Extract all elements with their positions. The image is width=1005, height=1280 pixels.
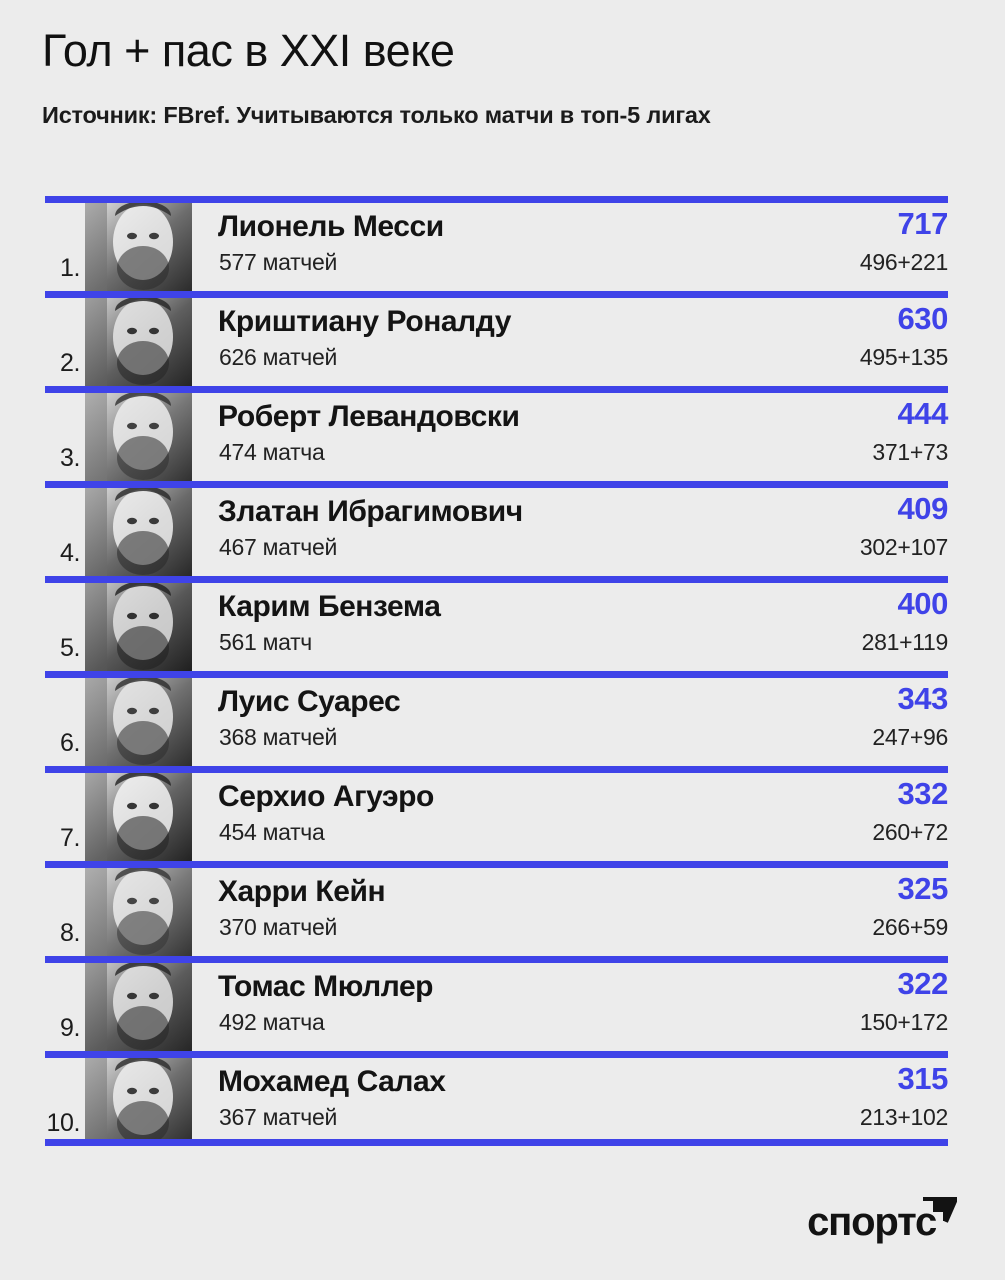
player-info: Златан Ибрагимович 467 матчей 409 302+107 xyxy=(218,481,948,576)
player-info: Луис Суарес 368 матчей 343 247+96 xyxy=(218,671,948,766)
rank-number: 8. xyxy=(59,919,80,947)
rank-number: 2. xyxy=(59,349,80,377)
player-breakdown: 260+72 xyxy=(872,819,948,845)
row-divider xyxy=(45,386,948,393)
brand-logo: спортс xyxy=(807,1196,960,1244)
page-title: Гол + пас в XXI веке xyxy=(42,25,455,76)
player-info: Лионель Месси 577 матчей 717 496+221 xyxy=(218,196,948,291)
rank-number: 6. xyxy=(59,729,80,757)
table-row[interactable]: 4. Златан Ибрагимович 467 матчей 409 302+107 xyxy=(0,481,1005,576)
player-breakdown: 496+221 xyxy=(859,249,948,275)
rank-number: 10. xyxy=(46,1109,80,1137)
player-total: 630 xyxy=(897,301,948,336)
player-breakdown: 371+73 xyxy=(872,439,948,465)
player-matches: 577 матчей xyxy=(219,249,338,275)
player-breakdown: 150+172 xyxy=(859,1009,948,1035)
player-name: Лионель Месси xyxy=(218,210,444,243)
player-name: Луис Суарес xyxy=(218,685,401,718)
header: Гол + пас в XXI веке Источник: FBref. Уч… xyxy=(42,25,962,129)
table-row[interactable]: 9. Томас Мюллер 492 матча 322 150+172 xyxy=(0,956,1005,1051)
rank-number: 1. xyxy=(59,254,80,282)
player-breakdown: 247+96 xyxy=(872,724,948,750)
player-photo xyxy=(85,291,192,386)
player-name: Златан Ибрагимович xyxy=(218,495,523,528)
player-matches: 454 матча xyxy=(219,819,325,845)
rank-number: 3. xyxy=(59,444,80,472)
player-total: 400 xyxy=(897,586,948,621)
player-photo xyxy=(85,576,192,671)
table-row[interactable]: 1. Лионель Месси 577 матчей 717 496+221 xyxy=(0,196,1005,291)
player-matches: 492 матча xyxy=(219,1009,325,1035)
player-photo xyxy=(85,1051,192,1146)
player-total: 444 xyxy=(897,396,948,431)
player-name: Криштиану Роналду xyxy=(218,305,511,338)
player-matches: 561 матч xyxy=(219,629,312,655)
player-matches: 368 матчей xyxy=(219,724,338,750)
player-info: Карим Бензема 561 матч 400 281+119 xyxy=(218,576,948,671)
rank-number: 7. xyxy=(59,824,80,852)
ranking-list: 1. Лионель Месси 577 матчей 717 496+221 2. Кри… xyxy=(0,196,1005,1146)
player-breakdown: 213+102 xyxy=(859,1104,948,1130)
player-photo xyxy=(85,861,192,956)
table-row[interactable]: 2. Криштиану Роналду 626 матчей 630 495+135 xyxy=(0,291,1005,386)
player-photo xyxy=(85,481,192,576)
player-name: Роберт Левандовски xyxy=(218,400,520,433)
player-matches: 467 матчей xyxy=(219,534,338,560)
player-total: 717 xyxy=(897,206,948,241)
row-divider xyxy=(45,861,948,868)
player-breakdown: 281+119 xyxy=(861,629,949,655)
player-breakdown: 266+59 xyxy=(872,914,948,940)
player-photo xyxy=(85,671,192,766)
table-row[interactable]: 3. Роберт Левандовски 474 матча 444 371+73 xyxy=(0,386,1005,481)
row-divider xyxy=(45,671,948,678)
row-divider xyxy=(45,766,948,773)
row-divider xyxy=(45,196,948,203)
player-total: 325 xyxy=(897,871,948,906)
table-row[interactable]: 8. Харри Кейн 370 матчей 325 266+59 xyxy=(0,861,1005,956)
player-breakdown: 302+107 xyxy=(859,534,948,560)
player-name: Карим Бензема xyxy=(218,590,441,623)
player-info: Харри Кейн 370 матчей 325 266+59 xyxy=(218,861,948,956)
player-photo xyxy=(85,766,192,861)
row-divider xyxy=(45,576,948,583)
table-row[interactable]: 6. Луис Суарес 368 матчей 343 247+96 xyxy=(0,671,1005,766)
table-row[interactable]: 10. Мохамед Салах 367 матчей 315 213+102 xyxy=(0,1051,1005,1146)
player-info: Томас Мюллер 492 матча 322 150+172 xyxy=(218,956,948,1051)
page-subtitle: Источник: FBref. Учитываются только матч… xyxy=(42,102,711,129)
player-name: Мохамед Салах xyxy=(218,1065,446,1098)
rank-number: 9. xyxy=(59,1014,80,1042)
row-divider xyxy=(45,1051,948,1058)
player-info: Роберт Левандовски 474 матча 444 371+73 xyxy=(218,386,948,481)
player-total: 343 xyxy=(897,681,948,716)
player-breakdown: 495+135 xyxy=(859,344,948,370)
table-row[interactable]: 5. Карим Бензема 561 матч 400 281+119 xyxy=(0,576,1005,671)
player-photo xyxy=(85,196,192,291)
rank-number: 4. xyxy=(59,539,80,567)
player-matches: 367 матчей xyxy=(219,1104,338,1130)
player-matches: 626 матчей xyxy=(219,344,338,370)
player-photo xyxy=(85,956,192,1051)
player-matches: 474 матча xyxy=(219,439,325,465)
brand-logo-text: спортс xyxy=(807,1200,937,1244)
row-divider xyxy=(45,291,948,298)
player-total: 409 xyxy=(897,491,948,526)
row-divider xyxy=(45,481,948,488)
player-total: 315 xyxy=(897,1061,948,1096)
player-info: Криштиану Роналду 626 матчей 630 495+135 xyxy=(218,291,948,386)
player-matches: 370 матчей xyxy=(219,914,338,940)
player-total: 322 xyxy=(897,966,948,1001)
player-info: Серхио Агуэро 454 матча 332 260+72 xyxy=(218,766,948,861)
player-name: Серхио Агуэро xyxy=(218,780,434,813)
arrow-mark-icon xyxy=(923,1197,960,1228)
player-total: 332 xyxy=(897,776,948,811)
row-divider xyxy=(45,956,948,963)
table-row[interactable]: 7. Серхио Агуэро 454 матча 332 260+72 xyxy=(0,766,1005,861)
player-photo xyxy=(85,386,192,481)
player-name: Харри Кейн xyxy=(218,875,386,908)
player-name: Томас Мюллер xyxy=(218,970,434,1003)
player-info: Мохамед Салах 367 матчей 315 213+102 xyxy=(218,1051,948,1146)
row-divider xyxy=(45,1139,948,1146)
rank-number: 5. xyxy=(59,634,80,662)
